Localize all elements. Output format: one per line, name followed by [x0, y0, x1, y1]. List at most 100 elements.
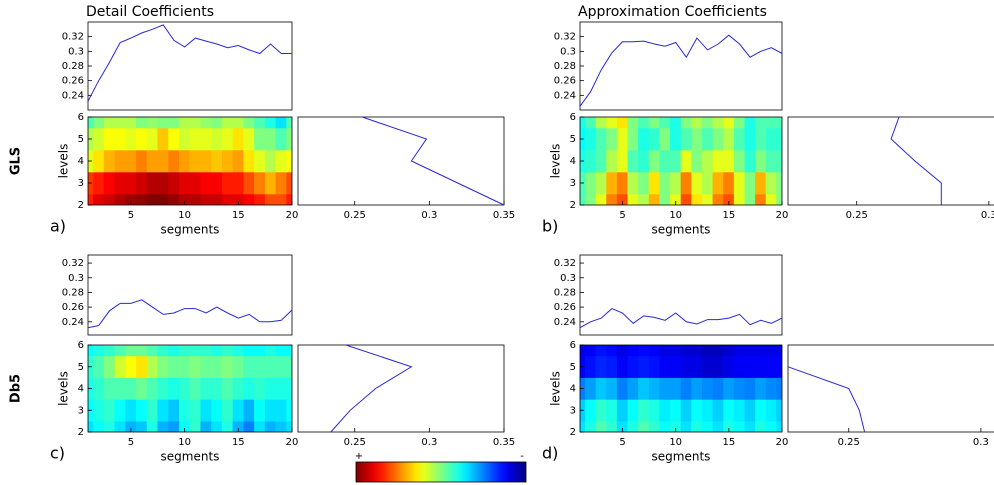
colorbar — [355, 461, 527, 483]
heatmap-cells — [88, 345, 292, 432]
heatmap-cell — [211, 171, 223, 195]
heatmap-cell — [755, 117, 767, 129]
heatmap-cell — [275, 355, 287, 378]
heatmap-cell — [157, 117, 169, 129]
x-tick-label: 0.35 — [493, 210, 515, 221]
heatmap-cell — [765, 377, 777, 400]
row-label: GLS — [9, 147, 24, 175]
heatmap-cell — [157, 127, 169, 151]
heatmap-cell — [595, 399, 607, 422]
heatmap-cell — [723, 149, 735, 173]
heatmap-cell — [114, 399, 126, 422]
heatmap-cell — [178, 193, 191, 205]
y-tick-label: 2 — [78, 427, 84, 438]
heatmap-cell — [254, 193, 266, 205]
heatmap-cells — [580, 345, 782, 432]
heatmap-cell — [275, 345, 287, 357]
x-tick-label: 5 — [619, 437, 625, 448]
heatmap-cell — [680, 149, 692, 173]
heatmap-cell — [670, 345, 682, 357]
row-label: Db5 — [9, 374, 24, 403]
heatmap-cell — [286, 149, 292, 173]
heatmap-cell — [755, 345, 767, 357]
heatmap-cell — [638, 377, 650, 400]
heatmap-cell — [157, 377, 169, 400]
heatmap-cell — [88, 117, 94, 129]
heatmap-cell — [125, 149, 137, 173]
heatmap-cell — [616, 399, 629, 422]
heatmap-cell — [146, 193, 159, 205]
heatmap-cell — [648, 149, 661, 173]
heatmap-cell — [232, 377, 244, 400]
heatmap-cell — [776, 149, 782, 173]
heatmap-cell — [616, 127, 629, 151]
y-tick-label: 3 — [78, 405, 84, 416]
x-tick-label: 10 — [178, 210, 191, 221]
heatmap-cell — [670, 171, 682, 195]
heatmap-cell — [627, 377, 639, 400]
x-tick-label: 5 — [128, 210, 134, 221]
y-tick-label: 0.24 — [62, 317, 84, 328]
heatmap-cell — [606, 355, 618, 378]
heatmap-cell — [744, 149, 756, 173]
heatmap-cell — [776, 117, 782, 129]
heatmap-cell — [680, 171, 692, 195]
heatmap-cell — [93, 399, 105, 422]
heatmap-cell — [103, 377, 116, 400]
y-tick-label: 0.3 — [560, 273, 576, 284]
y-tick-label: 0.3 — [68, 273, 84, 284]
heatmap-cell — [221, 117, 234, 129]
heatmap-cell — [178, 399, 191, 422]
axes-frame — [87, 21, 293, 111]
heatmap-cell — [103, 193, 116, 205]
heatmap-cell — [680, 193, 692, 205]
heatmap-cell — [585, 345, 597, 357]
x-tick-label: 0.3 — [421, 210, 437, 221]
heatmap-cell — [189, 117, 202, 129]
heatmap-cell — [712, 171, 724, 195]
heatmap-cell — [595, 149, 607, 173]
heatmap-cell — [776, 193, 782, 205]
heatmap-cell — [648, 399, 661, 422]
heatmap-cell — [211, 377, 223, 400]
heatmap-cell — [638, 171, 650, 195]
heatmap-cell — [189, 345, 202, 357]
heatmap-cell — [691, 127, 703, 151]
heatmap-cell — [103, 127, 116, 151]
heatmap-cell — [264, 399, 277, 422]
heatmap-cell — [168, 171, 180, 195]
heatmap-cell — [723, 193, 735, 205]
heatmap-cell — [88, 345, 94, 357]
heatmap-cell — [232, 355, 244, 378]
y-tick-label: 4 — [570, 156, 576, 167]
panel-label: a) — [50, 217, 66, 236]
heatmap-cell — [146, 149, 159, 173]
heatmap-cell — [136, 420, 148, 432]
heatmap-cell — [211, 345, 223, 357]
y-tick-label: 4 — [78, 384, 84, 395]
heatmap-cell — [157, 399, 169, 422]
heatmap-cell — [744, 345, 756, 357]
chart-title: Approximation Coefficients — [578, 4, 767, 20]
heatmap-cell — [638, 420, 650, 432]
heatmap-cell — [125, 117, 137, 129]
heatmap-cell — [232, 127, 244, 151]
heatmap-cell — [765, 420, 777, 432]
heatmap-cell — [275, 117, 287, 129]
heatmap-cell — [733, 355, 746, 378]
y-tick-label: 5 — [570, 362, 576, 373]
heatmap-cell — [232, 171, 244, 195]
heatmap-cell — [146, 345, 159, 357]
heatmap-cell — [670, 117, 682, 129]
y-tick-label: 0.28 — [62, 61, 84, 72]
heatmap-cell — [691, 420, 703, 432]
heatmap-cell — [254, 420, 266, 432]
heatmap-cell — [580, 193, 586, 205]
y-tick-label: 0.24 — [554, 90, 576, 101]
y-tick-label: 0.28 — [554, 287, 576, 298]
heatmap-cell — [755, 355, 767, 378]
heatmap-cell — [680, 420, 692, 432]
heatmap-cell — [595, 171, 607, 195]
heatmap-cell — [680, 345, 692, 357]
heatmap-cell — [93, 355, 105, 378]
